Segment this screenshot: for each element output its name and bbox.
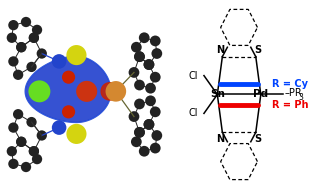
Point	[137, 55, 142, 58]
Point	[153, 110, 158, 113]
Point	[137, 102, 142, 105]
Point	[146, 123, 152, 126]
Point	[137, 131, 142, 134]
Point	[29, 121, 34, 124]
Point	[153, 147, 158, 150]
Text: S: S	[254, 45, 261, 55]
Point	[74, 54, 79, 57]
Point	[39, 52, 44, 55]
Text: –PR: –PR	[284, 88, 302, 98]
Point	[9, 36, 15, 39]
Point	[113, 90, 118, 93]
Text: S: S	[254, 134, 261, 144]
Text: N: N	[216, 45, 225, 55]
Point	[154, 52, 160, 55]
Point	[146, 123, 152, 126]
Polygon shape	[101, 83, 121, 100]
Point	[154, 134, 160, 137]
Point	[11, 162, 16, 165]
Point	[134, 140, 139, 143]
Point	[31, 36, 36, 39]
Point	[31, 150, 36, 153]
Point	[24, 166, 29, 169]
Point	[66, 76, 71, 79]
Point	[24, 20, 29, 23]
Point	[11, 126, 16, 129]
Point	[146, 63, 152, 66]
Point	[57, 60, 62, 63]
Point	[84, 90, 89, 93]
Text: Sn: Sn	[210, 90, 225, 99]
Point	[153, 76, 158, 79]
Text: 3: 3	[299, 93, 303, 102]
Point	[134, 46, 139, 49]
Point	[34, 158, 40, 161]
Text: Cl: Cl	[189, 108, 198, 118]
Point	[16, 73, 21, 76]
Point	[37, 90, 42, 93]
Point	[146, 63, 152, 66]
Point	[19, 46, 24, 49]
Point	[34, 28, 40, 31]
Text: R = Ph: R = Ph	[272, 100, 309, 110]
Point	[31, 36, 36, 39]
Point	[31, 150, 36, 153]
Point	[137, 131, 142, 134]
Point	[137, 84, 142, 87]
Point	[142, 150, 147, 153]
Text: Pd: Pd	[253, 90, 268, 99]
Text: N: N	[216, 134, 225, 144]
Point	[131, 115, 137, 118]
Point	[142, 36, 147, 39]
Point	[74, 132, 79, 135]
Point	[148, 99, 153, 102]
Point	[148, 87, 153, 90]
Point	[131, 71, 137, 74]
Point	[19, 46, 24, 49]
Point	[137, 55, 142, 58]
Point	[16, 113, 21, 116]
Point	[11, 60, 16, 63]
Point	[19, 140, 24, 143]
Point	[11, 24, 16, 27]
Point	[57, 126, 62, 129]
Point	[66, 110, 71, 113]
Point	[153, 39, 158, 42]
Text: R = Cy: R = Cy	[272, 79, 308, 89]
Point	[9, 150, 15, 153]
Polygon shape	[25, 56, 111, 122]
Point	[29, 65, 34, 68]
Point	[39, 134, 44, 137]
Text: Cl: Cl	[189, 71, 198, 81]
Point	[19, 140, 24, 143]
